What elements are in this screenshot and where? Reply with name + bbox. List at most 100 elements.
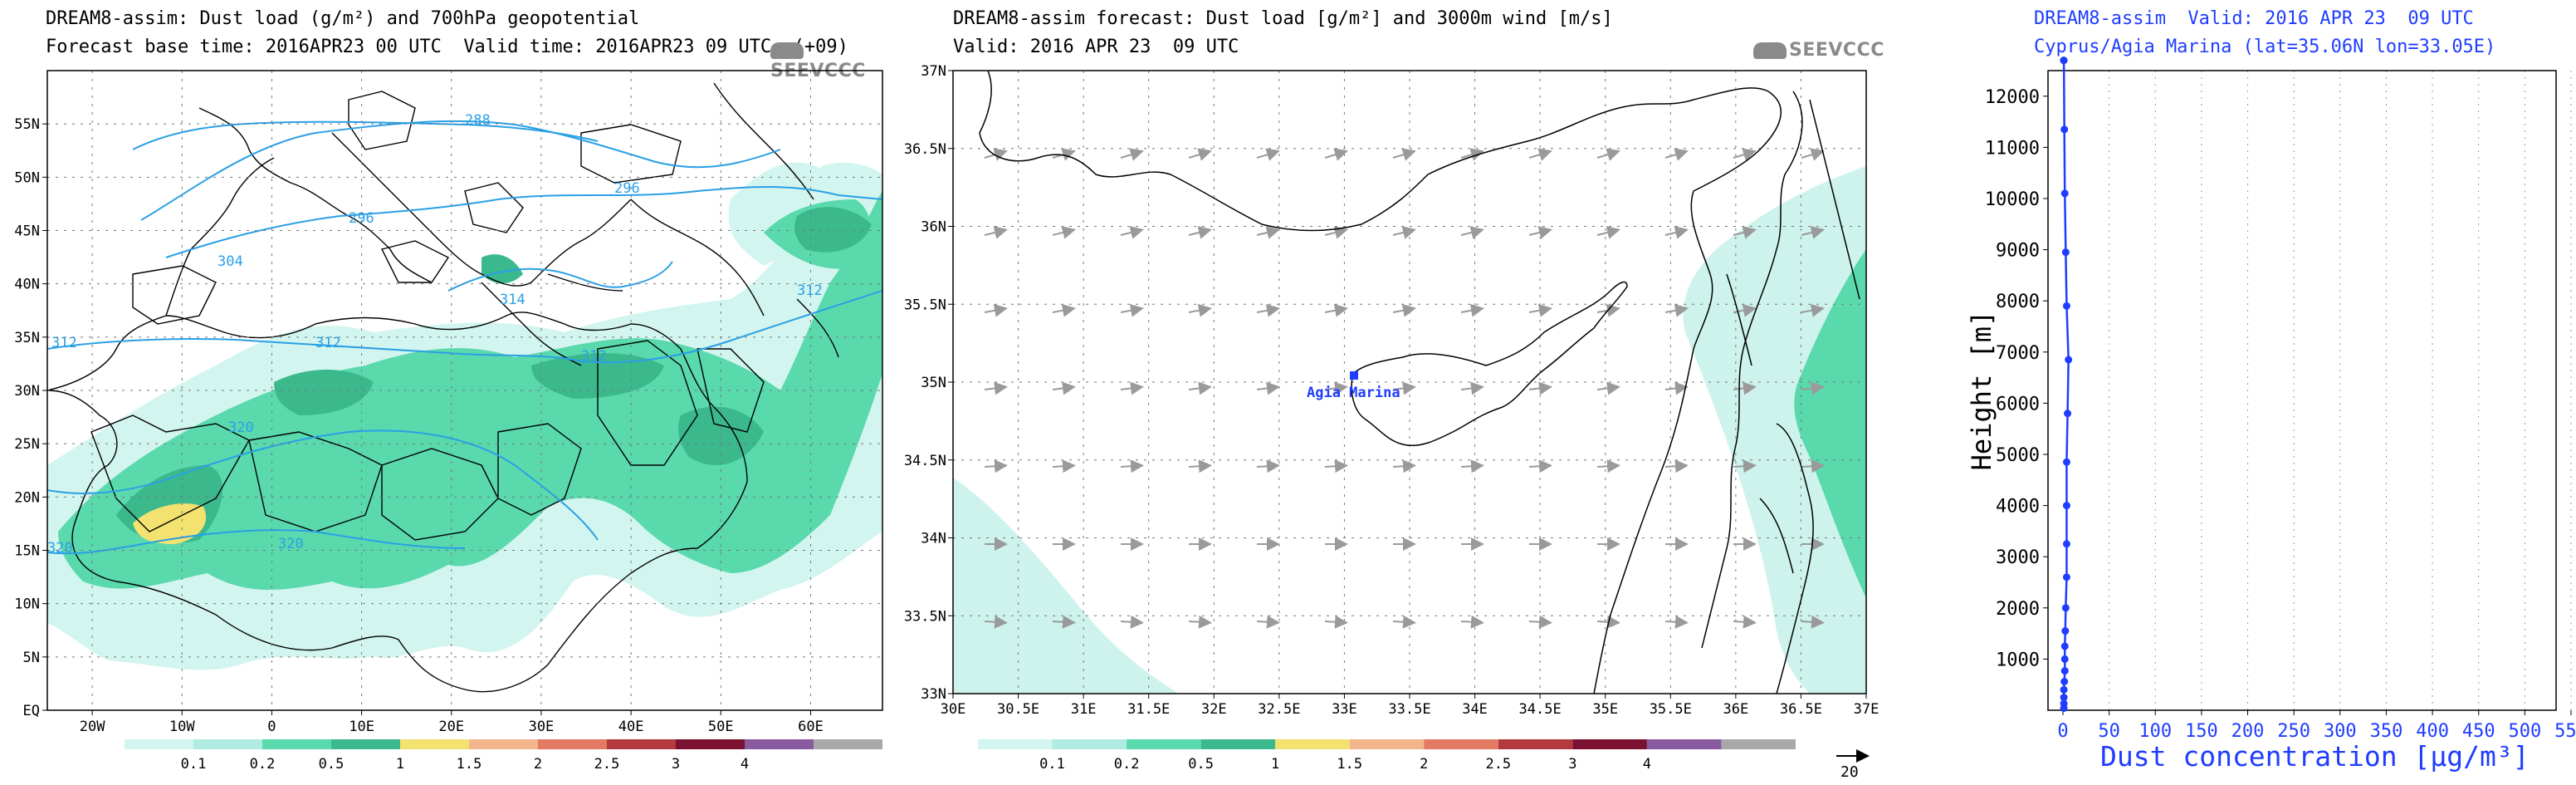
y-tick-label: 36.5N <box>904 141 946 158</box>
wind-vector <box>1528 615 1552 629</box>
wind-vector <box>1392 303 1416 317</box>
wind-vector <box>1392 459 1416 473</box>
wind-vector <box>1188 148 1212 161</box>
y-tick-label: 25N <box>14 436 40 453</box>
logo-text: SEEVCCC <box>1789 40 1884 61</box>
profile-point <box>2060 56 2068 65</box>
wind-vector <box>1596 226 1620 239</box>
wind-vector <box>1324 226 1348 239</box>
wind-vector <box>1733 381 1757 395</box>
wind-vector <box>1188 459 1212 473</box>
contour-label: 296 <box>349 210 374 227</box>
contour-label: 314 <box>500 292 525 308</box>
y-tick-label: 33N <box>921 686 946 703</box>
profile-point <box>2062 540 2070 548</box>
wind-vector <box>1733 303 1757 317</box>
colorbar-segment <box>978 739 1053 749</box>
contour-label: 320 <box>47 540 73 557</box>
wind-vector <box>1664 459 1689 473</box>
y-tick-label: EQ <box>23 703 40 719</box>
wind-vector <box>1801 615 1825 629</box>
wind-vector <box>984 148 1008 161</box>
profile-point <box>2060 694 2068 702</box>
wind-vector <box>1120 381 1144 395</box>
wind-vector <box>984 226 1008 239</box>
wind-vector <box>1664 148 1689 161</box>
contour-label: 296 <box>614 180 640 197</box>
y-axis-label: Height [m] <box>1966 311 1997 471</box>
x-tick-label: 450 <box>2462 721 2495 742</box>
profile-point <box>2060 125 2069 134</box>
wind-vector <box>984 615 1008 629</box>
wind-vector <box>1596 459 1620 473</box>
x-tick-label: 20E <box>438 719 464 735</box>
wind-vector <box>1733 148 1757 161</box>
y-tick-label: 35.5N <box>904 297 946 313</box>
wind-vector <box>1324 381 1348 395</box>
wind-vector <box>1664 615 1689 629</box>
wind-vector <box>1733 459 1757 473</box>
y-tick-label: 50N <box>14 169 40 186</box>
y-tick-label: 12000 <box>1985 87 2040 108</box>
y-tick-label: 7000 <box>1996 343 2040 364</box>
colorbar-segment <box>125 739 193 749</box>
x-tick-label: 500 <box>2508 721 2541 742</box>
wind-vector <box>1801 303 1825 317</box>
dust-field-1: 288 296 296 304 312 312 312 312 320 320 … <box>47 71 882 710</box>
colorbar-label: 0.5 <box>319 756 345 773</box>
contour-label: 312 <box>797 282 823 299</box>
map1-svg: 288 296 296 304 312 312 312 312 320 320 … <box>14 70 883 773</box>
wind-vector <box>1052 615 1076 629</box>
y-tick-label: 11000 <box>1985 138 2040 159</box>
colorbar-label: 0.1 <box>181 756 207 773</box>
colorbar-segment <box>400 739 469 749</box>
station-marker <box>1350 371 1358 380</box>
y-tick-label: 10000 <box>1985 189 2040 210</box>
wind-vector <box>1256 459 1280 473</box>
wind-vector <box>1256 226 1280 239</box>
wind-vector <box>1460 381 1484 395</box>
wind-vector <box>1392 615 1416 629</box>
colorbar-label: 4 <box>741 756 749 773</box>
wind-vector <box>1460 226 1484 239</box>
y-tick-label: 35N <box>921 375 946 391</box>
y-tick-label: 5N <box>23 650 40 666</box>
wind-vector <box>1801 459 1825 473</box>
profile-point <box>2060 655 2069 663</box>
panel-dust-load-map: DREAM8-assim: Dust load (g/m²) and 700hP… <box>0 0 897 785</box>
colorbar-segment <box>1424 739 1498 749</box>
wind-vector <box>1596 615 1620 629</box>
profile-point <box>2060 699 2068 708</box>
y-tick-label: 35N <box>14 330 40 346</box>
y-tick-label: 4000 <box>1996 497 2040 518</box>
panel3-subtitle: Cyprus/Agia Marina (lat=35.06N lon=33.05… <box>2034 37 2496 57</box>
wind-vector <box>1733 226 1757 239</box>
profile-point <box>2060 685 2068 694</box>
panel-vertical-profile: DREAM8-assim Valid: 2016 APR 23 09 UTC C… <box>1918 0 2576 785</box>
colorbar-segment <box>538 739 607 749</box>
wind-vector <box>1256 148 1280 161</box>
wind-vector <box>1256 381 1280 395</box>
colorbar-segment <box>745 739 814 749</box>
colorbar-label: 2.5 <box>594 756 620 773</box>
colorbar-label: 1.5 <box>1337 756 1362 773</box>
wind-vector <box>1528 148 1552 161</box>
y-tick-label: 5000 <box>1996 445 2040 466</box>
profile-point <box>2062 458 2070 466</box>
profile-point <box>2061 627 2070 635</box>
x-tick-label: 10W <box>169 719 195 735</box>
y-tick-label: 34N <box>921 531 946 547</box>
contour-label: 312 <box>581 348 607 365</box>
y-tick-label: 8000 <box>1996 292 2040 312</box>
colorbar-segment <box>1349 739 1425 749</box>
x-tick-label: 350 <box>2370 721 2403 742</box>
x-tick-label: 35.5E <box>1650 701 1692 718</box>
x-tick-label: 36.5E <box>1780 701 1822 718</box>
contour-label: 320 <box>278 536 304 552</box>
x-tick-label: 250 <box>2277 721 2310 742</box>
wind-vector <box>1052 303 1076 317</box>
colorbar-segment <box>331 739 400 749</box>
y-tick-label: 37N <box>921 63 946 80</box>
wind-vector <box>1120 148 1144 161</box>
profile-point <box>2060 642 2069 650</box>
